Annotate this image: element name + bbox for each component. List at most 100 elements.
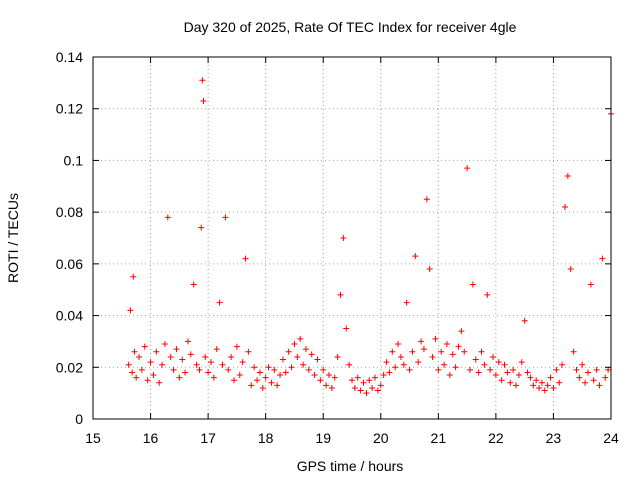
x-tick-label: 17: [200, 430, 216, 446]
x-tick-label: 22: [488, 430, 504, 446]
data-point: [377, 382, 384, 389]
data-point: [605, 366, 612, 373]
data-point: [216, 299, 223, 306]
data-point: [541, 387, 548, 394]
data-point: [141, 343, 148, 350]
data-point: [205, 369, 212, 376]
data-point: [288, 364, 295, 371]
data-point: [259, 384, 266, 391]
x-axis-label: GPS time / hours: [297, 458, 404, 474]
data-point: [530, 382, 537, 389]
data-point: [392, 364, 399, 371]
data-point: [380, 372, 387, 379]
data-point: [475, 369, 482, 376]
data-point: [461, 348, 468, 355]
data-point: [386, 369, 393, 376]
data-point: [294, 353, 301, 360]
data-point: [179, 356, 186, 363]
data-point: [202, 353, 209, 360]
data-point: [487, 366, 494, 373]
data-point: [423, 196, 430, 203]
data-point: [268, 379, 275, 386]
y-tick-label: 0.1: [64, 152, 84, 168]
data-point: [524, 369, 531, 376]
data-point: [133, 374, 140, 381]
y-tick-label: 0.14: [56, 49, 83, 65]
data-point: [559, 361, 566, 368]
data-point: [176, 374, 183, 381]
data-point: [129, 369, 136, 376]
data-point: [231, 377, 238, 384]
data-point: [182, 369, 189, 376]
data-point: [395, 341, 402, 348]
data-point: [337, 291, 344, 298]
data-point: [372, 374, 379, 381]
data-point: [556, 379, 563, 386]
data-point: [207, 359, 214, 366]
data-point: [599, 255, 606, 262]
data-point: [403, 299, 410, 306]
data-point: [527, 374, 534, 381]
data-point: [282, 369, 289, 376]
data-point: [507, 379, 514, 386]
data-point: [501, 361, 508, 368]
data-point: [495, 359, 502, 366]
data-point: [219, 361, 226, 368]
y-tick-label: 0.04: [56, 308, 83, 324]
y-tick-label: 0.02: [56, 359, 83, 375]
data-point: [196, 366, 203, 373]
data-point: [334, 353, 341, 360]
data-point: [590, 377, 597, 384]
data-point: [452, 364, 459, 371]
x-tick-label: 23: [546, 430, 562, 446]
x-tick-label: 19: [315, 430, 331, 446]
data-point: [340, 235, 347, 241]
data-point: [492, 372, 499, 379]
data-point: [323, 382, 330, 389]
data-point: [331, 374, 338, 381]
data-point: [265, 364, 272, 371]
data-point: [426, 266, 433, 273]
data-point: [550, 384, 557, 391]
data-point: [602, 374, 609, 381]
data-point: [533, 377, 540, 384]
data-point: [573, 366, 580, 373]
data-point: [481, 361, 488, 368]
y-tick-label: 0.08: [56, 204, 83, 220]
data-point: [409, 348, 416, 355]
data-point: [131, 348, 138, 355]
data-point: [455, 343, 462, 350]
data-point: [193, 361, 200, 368]
data-point: [127, 307, 134, 314]
y-tick-label: 0.06: [56, 256, 83, 272]
data-point: [159, 361, 166, 368]
data-point: [469, 281, 476, 288]
data-point: [302, 346, 309, 353]
data-point: [538, 379, 545, 386]
data-point: [360, 379, 367, 386]
data-point: [579, 361, 586, 368]
data-point: [136, 353, 143, 360]
data-point: [251, 364, 258, 371]
data-point: [245, 348, 252, 355]
data-point: [449, 351, 456, 358]
data-point: [553, 366, 560, 373]
data-point: [420, 346, 427, 353]
data-point: [153, 348, 160, 355]
data-point: [498, 377, 505, 384]
data-point: [443, 341, 450, 348]
data-point: [274, 382, 281, 389]
x-tick-label: 16: [143, 430, 159, 446]
data-point: [464, 165, 471, 172]
data-point: [406, 366, 413, 373]
data-point: [576, 374, 583, 381]
data-point: [228, 353, 235, 360]
data-point: [547, 374, 554, 381]
y-tick-label: 0.12: [56, 101, 83, 117]
data-point: [369, 384, 376, 391]
data-point: [343, 325, 350, 332]
data-point: [199, 77, 206, 84]
data-point: [567, 266, 574, 273]
data-point: [236, 372, 243, 379]
